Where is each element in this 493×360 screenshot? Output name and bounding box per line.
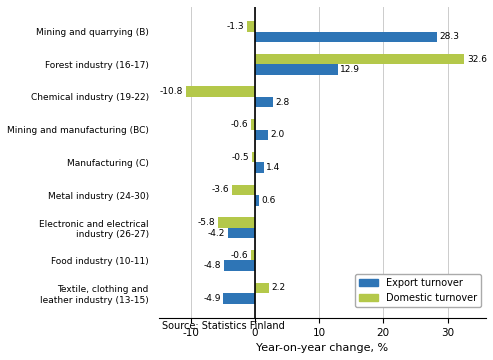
Bar (217, 217, 255, 228)
Text: 0.6: 0.6 (261, 196, 276, 205)
Text: 12.9: 12.9 (340, 65, 360, 74)
Text: -4.2: -4.2 (208, 229, 225, 238)
Bar (232, 185, 255, 195)
Bar (255, 64, 338, 75)
Bar (255, 54, 464, 64)
Bar (185, 86, 255, 97)
Text: -10.8: -10.8 (160, 87, 183, 96)
Bar (246, 21, 255, 32)
Text: -4.9: -4.9 (203, 294, 221, 303)
Text: 2.8: 2.8 (276, 98, 290, 107)
Legend: Export turnover, Domestic turnover: Export turnover, Domestic turnover (355, 274, 481, 307)
Text: 2.0: 2.0 (270, 130, 284, 139)
Bar (255, 130, 268, 140)
Text: Source: Statistics Finland: Source: Statistics Finland (162, 321, 284, 331)
Bar (251, 119, 255, 130)
Text: -1.3: -1.3 (226, 22, 244, 31)
Bar (223, 293, 255, 303)
Text: -0.6: -0.6 (231, 251, 248, 260)
Text: 2.2: 2.2 (272, 283, 285, 292)
Bar (255, 32, 437, 42)
Bar (228, 228, 255, 238)
Text: -5.8: -5.8 (197, 218, 215, 227)
Text: -0.5: -0.5 (232, 153, 249, 162)
Bar (224, 261, 255, 271)
Bar (255, 162, 264, 173)
Text: 32.6: 32.6 (467, 54, 487, 63)
X-axis label: Year-on-year change, %: Year-on-year change, % (256, 343, 388, 353)
Text: 1.4: 1.4 (266, 163, 281, 172)
Text: 28.3: 28.3 (439, 32, 459, 41)
Text: -0.6: -0.6 (231, 120, 248, 129)
Bar (255, 283, 269, 293)
Bar (255, 195, 259, 206)
Text: -4.8: -4.8 (204, 261, 221, 270)
Bar (251, 152, 255, 162)
Bar (251, 250, 255, 261)
Text: -3.6: -3.6 (211, 185, 229, 194)
Bar (255, 97, 273, 107)
